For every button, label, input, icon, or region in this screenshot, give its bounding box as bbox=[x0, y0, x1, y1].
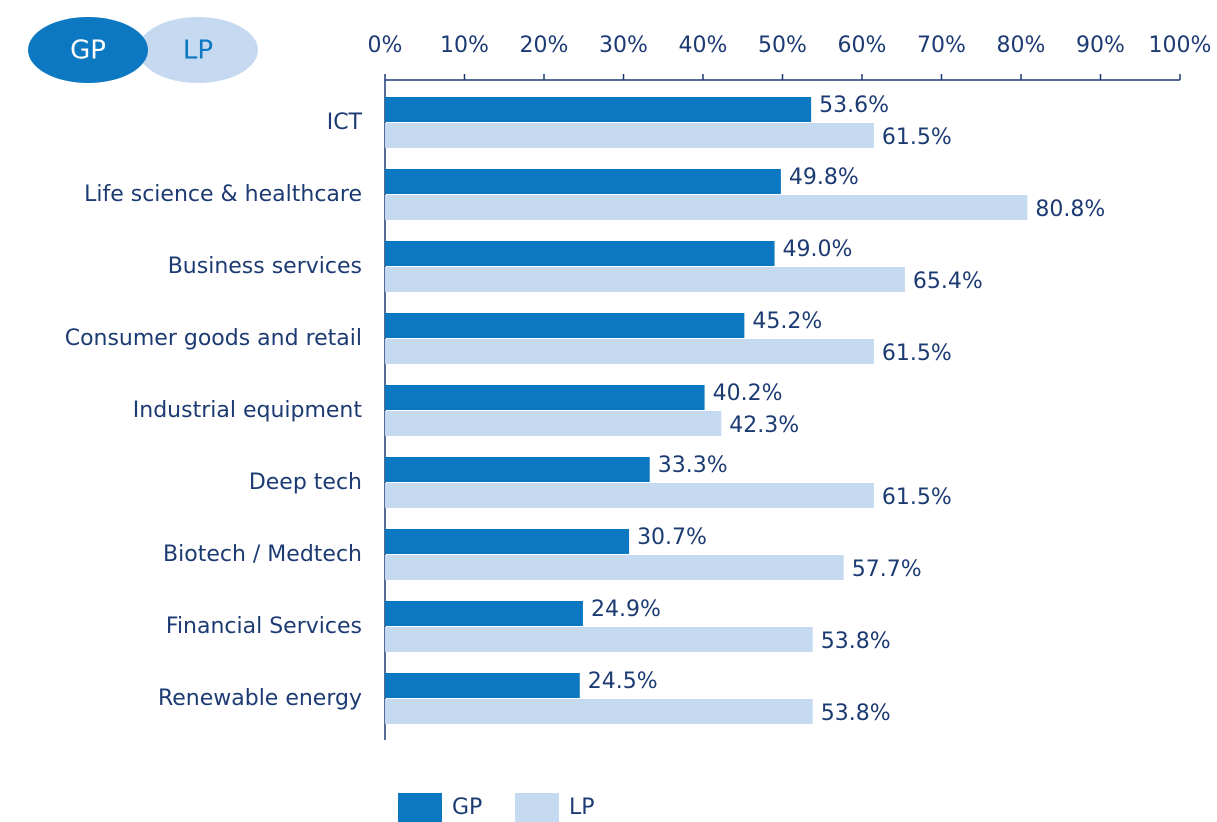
value-label: 40.2% bbox=[713, 381, 783, 406]
value-label: 57.7% bbox=[852, 557, 922, 582]
value-label: 49.8% bbox=[789, 165, 859, 190]
x-tick-label: 0% bbox=[368, 33, 403, 58]
bar bbox=[385, 529, 630, 554]
badge bbox=[138, 17, 258, 83]
x-tick-label: 100% bbox=[1149, 33, 1212, 58]
bar bbox=[385, 241, 775, 266]
bar bbox=[385, 601, 583, 626]
bar bbox=[385, 123, 874, 148]
bar bbox=[385, 267, 905, 292]
x-tick-label: 70% bbox=[917, 33, 966, 58]
y-tick-label: Consumer goods and retail bbox=[65, 326, 362, 351]
x-tick-label: 40% bbox=[679, 33, 728, 58]
y-tick-label: Business services bbox=[168, 254, 362, 279]
bar bbox=[385, 411, 722, 436]
badge-label: GP bbox=[70, 36, 106, 66]
y-tick-label: Renewable energy bbox=[158, 686, 362, 711]
value-label: 45.2% bbox=[752, 309, 822, 334]
bar bbox=[385, 97, 812, 122]
x-tick-label: 50% bbox=[758, 33, 807, 58]
y-tick-label: Deep tech bbox=[249, 470, 362, 495]
bar bbox=[385, 555, 844, 580]
badge bbox=[28, 17, 148, 83]
value-label: 53.6% bbox=[819, 93, 889, 118]
value-label: 24.9% bbox=[591, 597, 661, 622]
bar bbox=[385, 457, 650, 482]
value-label: 42.3% bbox=[729, 413, 799, 438]
badge-label: LP bbox=[183, 36, 213, 66]
x-tick-label: 80% bbox=[997, 33, 1046, 58]
x-tick-label: 10% bbox=[440, 33, 489, 58]
x-tick-label: 30% bbox=[599, 33, 648, 58]
value-label: 24.5% bbox=[588, 669, 658, 694]
value-label: 49.0% bbox=[783, 237, 853, 262]
value-label: 53.8% bbox=[821, 701, 891, 726]
y-tick-label: ICT bbox=[327, 110, 363, 135]
y-tick-label: Life science & healthcare bbox=[84, 182, 362, 207]
y-tick-label: Industrial equipment bbox=[133, 398, 363, 423]
value-label: 61.5% bbox=[882, 125, 952, 150]
x-tick-label: 60% bbox=[838, 33, 887, 58]
y-tick-label: Financial Services bbox=[166, 614, 362, 639]
legend-swatch bbox=[398, 793, 442, 822]
value-label: 65.4% bbox=[913, 269, 983, 294]
bar bbox=[385, 313, 745, 338]
value-label: 53.8% bbox=[821, 629, 891, 654]
bar bbox=[385, 627, 813, 652]
bar bbox=[385, 195, 1028, 220]
value-label: 33.3% bbox=[658, 453, 728, 478]
bar bbox=[385, 169, 781, 194]
value-label: 30.7% bbox=[637, 525, 707, 550]
legend-label: LP bbox=[569, 795, 595, 820]
bar bbox=[385, 483, 874, 508]
bar bbox=[385, 385, 705, 410]
bar bbox=[385, 673, 580, 698]
y-tick-label: Biotech / Medtech bbox=[163, 542, 362, 567]
value-label: 61.5% bbox=[882, 341, 952, 366]
bar bbox=[385, 699, 813, 724]
bar bbox=[385, 339, 874, 364]
value-label: 80.8% bbox=[1035, 197, 1105, 222]
legend-swatch bbox=[515, 793, 559, 822]
legend-label: GP bbox=[452, 795, 482, 820]
x-tick-label: 20% bbox=[520, 33, 569, 58]
value-label: 61.5% bbox=[882, 485, 952, 510]
x-tick-label: 90% bbox=[1076, 33, 1125, 58]
